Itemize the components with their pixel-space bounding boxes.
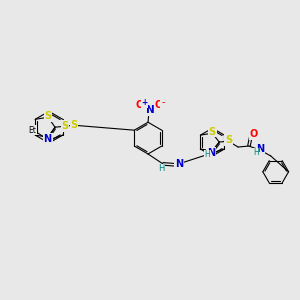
Text: O: O	[44, 134, 52, 144]
Text: S: S	[225, 135, 232, 145]
Text: Et: Et	[28, 126, 36, 135]
Text: N: N	[256, 144, 264, 154]
Text: N: N	[44, 134, 52, 144]
Text: O: O	[136, 100, 144, 110]
Text: H: H	[158, 164, 164, 173]
Text: S: S	[209, 127, 216, 137]
Text: H: H	[205, 151, 210, 160]
Text: -: -	[161, 98, 165, 107]
Text: S: S	[61, 121, 68, 131]
Text: N: N	[207, 148, 215, 158]
Text: N: N	[175, 159, 183, 170]
Text: O: O	[249, 129, 257, 139]
Text: S: S	[44, 111, 52, 121]
Text: H: H	[253, 148, 259, 158]
Text: S: S	[70, 120, 77, 130]
Text: O: O	[155, 100, 163, 110]
Text: N: N	[146, 105, 154, 116]
Text: +: +	[141, 98, 148, 107]
